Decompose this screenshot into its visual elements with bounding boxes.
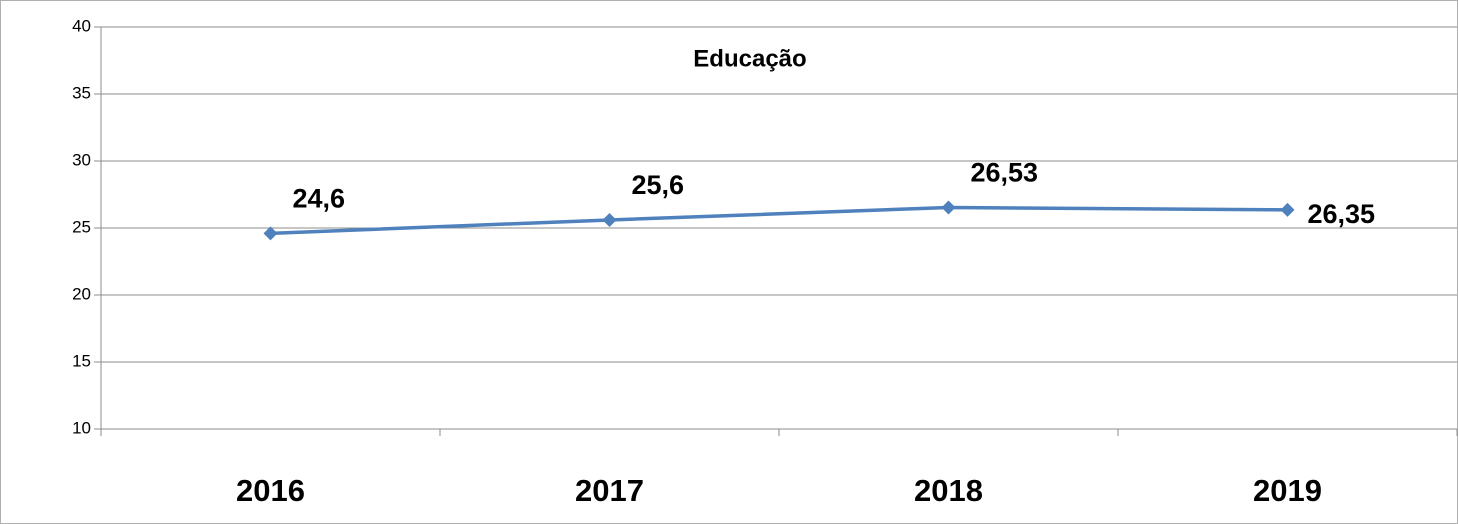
chart-title: Educação [693,45,806,72]
marker [941,200,956,215]
marker [602,212,617,227]
y-tick-label: 40 [72,16,91,35]
x-tick-label: 2016 [236,473,305,508]
marker [263,226,278,241]
line [270,205,1288,236]
x-tick-label: 2019 [1253,473,1322,508]
y-tick-label: 35 [72,83,91,102]
y-tick-label: 10 [72,418,91,437]
y-tick-label: 15 [72,351,91,370]
data-label: 24,6 [293,183,346,213]
data-label: 26,53 [971,158,1039,188]
y-tick-label: 25 [72,217,91,236]
x-tick-label: 2018 [914,473,983,508]
data-label: 25,6 [632,170,685,200]
x-tick-label: 2017 [575,473,644,508]
y-tick-label: 30 [72,150,91,169]
y-tick-label: 20 [72,284,91,303]
marker [1280,202,1295,217]
data-label: 26,35 [1308,199,1376,229]
